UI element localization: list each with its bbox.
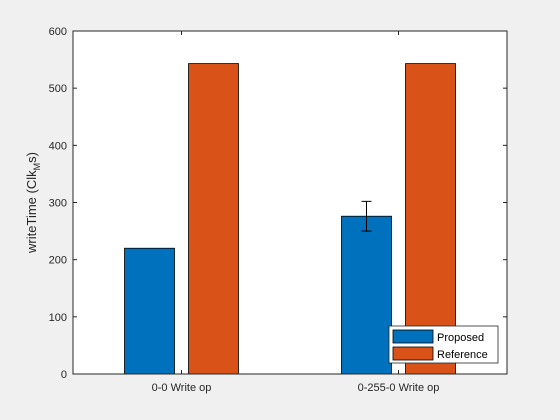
legend-swatch-reference bbox=[392, 346, 434, 361]
legend: Proposed Reference bbox=[388, 325, 499, 364]
y-axis-label: writeTime (ClkMs) bbox=[24, 152, 42, 254]
y-axis-label-main: writeTime (Clk bbox=[24, 170, 39, 254]
x-ticks-group: 0-0 Write op 0-255-0 Write op bbox=[152, 31, 440, 394]
y-tick-label: 400 bbox=[49, 140, 67, 152]
bars-group bbox=[124, 63, 456, 375]
y-tick-label: 100 bbox=[49, 312, 67, 324]
x-tick-label: 0-0 Write op bbox=[152, 382, 212, 394]
bar-reference-2 bbox=[405, 63, 456, 375]
y-tick-label: 600 bbox=[49, 26, 67, 38]
y-tick-label: 0 bbox=[61, 369, 67, 381]
y-tick-label: 300 bbox=[49, 198, 67, 210]
bar-proposed-1 bbox=[124, 247, 175, 375]
y-tick-label: 200 bbox=[49, 255, 67, 267]
legend-swatch-proposed bbox=[392, 329, 434, 344]
legend-label-reference: Reference bbox=[437, 349, 488, 361]
error-bars-group bbox=[361, 200, 372, 232]
y-tick-label: 500 bbox=[49, 83, 67, 95]
bar-reference-1 bbox=[188, 63, 239, 375]
bar-proposed-2 bbox=[341, 215, 392, 375]
y-axis-label-subscript: M bbox=[32, 163, 42, 171]
y-ticks-group: 0 100 200 300 400 500 600 bbox=[49, 26, 507, 381]
x-tick-label: 0-255-0 Write op bbox=[358, 382, 440, 394]
legend-label-proposed: Proposed bbox=[437, 332, 484, 344]
y-axis-label-tail: s) bbox=[24, 152, 39, 163]
